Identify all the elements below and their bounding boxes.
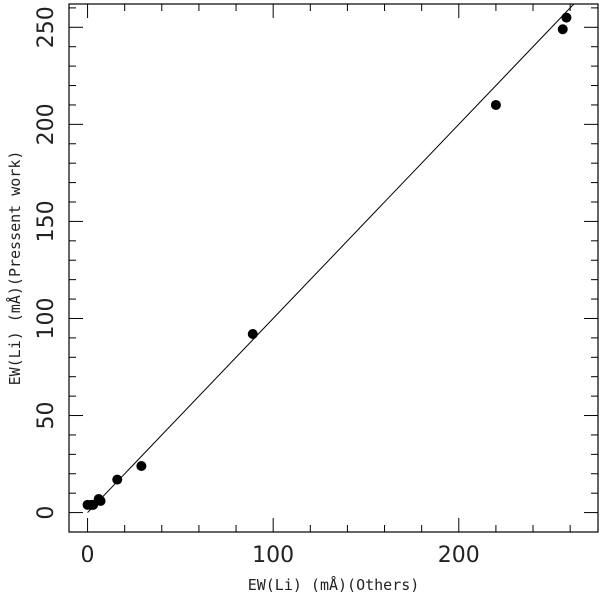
plot-content (82, 3, 575, 513)
data-point (112, 474, 123, 485)
data-point (95, 495, 106, 506)
tick-marks (69, 4, 598, 532)
y-axis-title: EW(Li) (mÅ)(Pressent work) (5, 151, 24, 386)
y-tick-label: 200 (34, 103, 59, 145)
one-to-one-line (87, 3, 575, 513)
data-point (136, 461, 147, 471)
y-tick-label: 250 (34, 6, 59, 48)
y-tick-label: 150 (34, 200, 59, 242)
y-tick-label: 50 (34, 402, 59, 430)
data-point (247, 329, 258, 339)
plot-frame (68, 3, 599, 533)
x-axis-title: EW(Li) (mÅ)(Others) (248, 575, 420, 594)
tick-labels: 0 100 200 0 50 100 150 200 250 (34, 6, 480, 568)
x-tick-label: 0 (81, 543, 95, 568)
y-tick-label: 100 (34, 297, 59, 339)
y-tick-label: 0 (34, 506, 59, 520)
data-point (490, 99, 501, 110)
x-tick-label: 100 (252, 543, 294, 568)
data-point (561, 12, 572, 23)
x-tick-label: 200 (438, 543, 480, 568)
data-point (557, 24, 568, 35)
